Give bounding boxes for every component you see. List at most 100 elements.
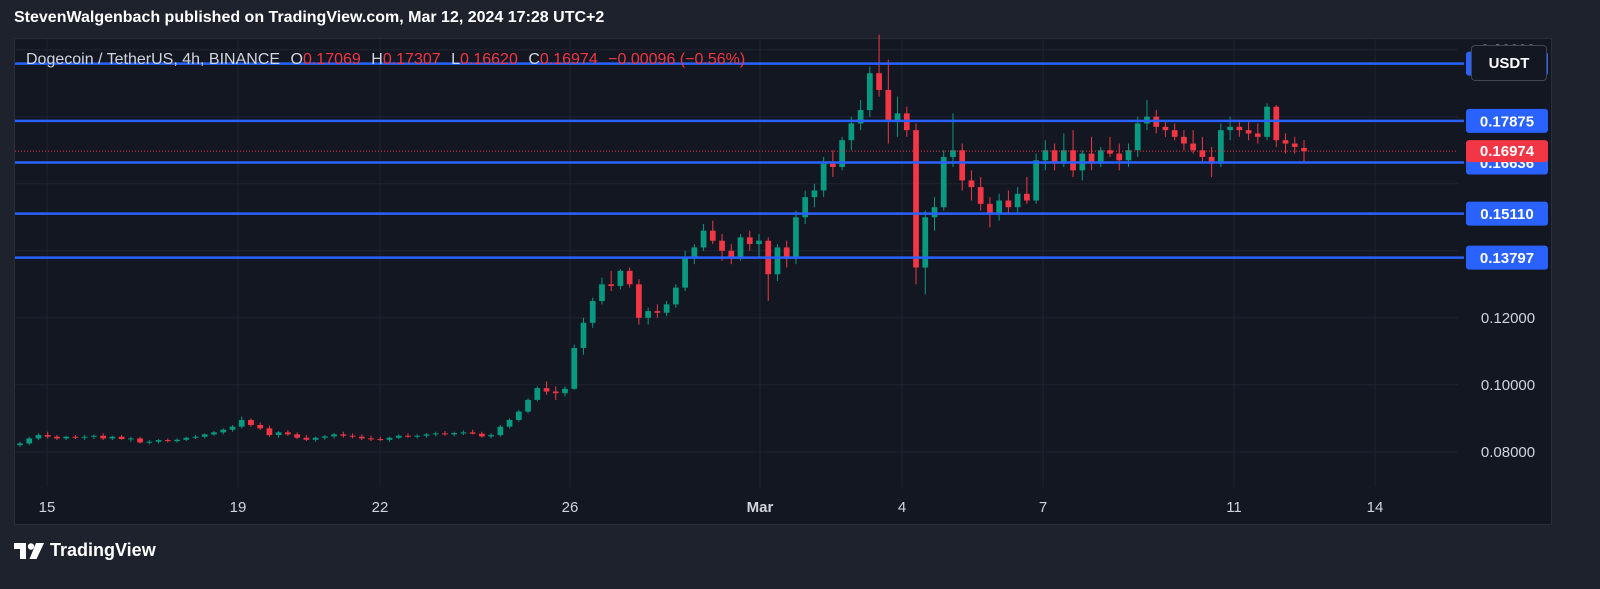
open-label: O <box>290 51 303 68</box>
candle <box>211 431 217 436</box>
candle <box>26 436 33 446</box>
candle <box>349 433 356 439</box>
symbol-title: Dogecoin / TetherUS, 4h, BINANCE <box>26 51 281 68</box>
candle-body <box>377 439 384 441</box>
candle <box>543 381 550 395</box>
candle-body <box>349 435 356 437</box>
candle <box>497 425 504 437</box>
candle <box>599 277 605 305</box>
candle-body <box>552 391 559 394</box>
candle-body <box>479 433 485 437</box>
candle <box>839 136 845 171</box>
candle <box>534 386 541 402</box>
candle <box>81 435 88 441</box>
candle <box>1042 140 1049 171</box>
chart-pane[interactable] <box>14 38 1552 525</box>
candle-body <box>91 435 97 437</box>
candle <box>248 418 254 427</box>
candle-body <box>515 411 522 420</box>
candle-body <box>442 433 448 435</box>
time-tick-label: Mar <box>747 499 774 516</box>
candle-body <box>54 436 60 439</box>
candle <box>414 434 421 439</box>
time-axis: 15 19 22 26 Mar 4 7 11 14 <box>39 499 1384 516</box>
candle-body <box>1116 153 1123 161</box>
candle-body <box>1005 200 1012 208</box>
candle-body <box>977 187 984 204</box>
candle-body <box>645 311 652 318</box>
candle <box>626 267 633 288</box>
low-value: 0.16620 <box>460 51 518 68</box>
candle <box>552 386 559 400</box>
candle-body <box>756 240 762 245</box>
candle-body <box>118 436 125 440</box>
candle-body <box>866 73 873 111</box>
candle-body <box>580 322 587 348</box>
candle <box>1291 136 1298 154</box>
tradingview-brand[interactable]: TradingView <box>14 540 156 561</box>
candle-body <box>321 436 328 438</box>
candle <box>663 301 670 317</box>
candle <box>1070 130 1076 178</box>
horizontal-levels <box>15 62 1464 259</box>
candle-body <box>820 163 827 191</box>
candle-body <box>451 433 458 435</box>
candle <box>1273 105 1280 147</box>
candle-body <box>709 230 716 241</box>
candle <box>451 431 458 437</box>
candle-body <box>164 440 171 442</box>
candle-body <box>746 237 753 245</box>
candle-body <box>987 203 993 214</box>
candle <box>571 344 578 390</box>
currency-button[interactable]: USDT <box>1471 45 1547 81</box>
last-price-badge-text: 0.16974 <box>1480 143 1535 160</box>
candle-body <box>1273 106 1280 141</box>
candle-body <box>174 439 180 442</box>
candle-body <box>931 207 938 218</box>
candle-body <box>1227 126 1233 131</box>
candle-body <box>589 301 596 323</box>
candle-body <box>894 113 901 121</box>
candle <box>358 434 365 441</box>
candle-body <box>811 190 818 198</box>
candle <box>645 307 652 325</box>
candle-body <box>996 200 1003 214</box>
candle-body <box>1070 150 1076 171</box>
candle <box>386 436 393 442</box>
candle <box>709 220 716 245</box>
price-tick-label: 0.10000 <box>1481 377 1535 394</box>
candle <box>793 210 799 265</box>
candle <box>1116 143 1123 171</box>
candle-body <box>340 434 347 436</box>
candle <box>857 99 864 131</box>
candle-body <box>192 436 199 438</box>
candle <box>525 398 531 414</box>
candle <box>1107 136 1113 157</box>
candle-body <box>1042 150 1049 161</box>
candle-body <box>63 436 70 439</box>
candle <box>1254 123 1261 144</box>
candle-body <box>506 419 513 427</box>
candle-body <box>405 435 411 437</box>
high-label: H <box>371 51 383 68</box>
candle <box>488 433 494 439</box>
time-tick-label: 26 <box>562 499 579 516</box>
close-label: C <box>528 51 540 68</box>
candle-body <box>663 304 670 313</box>
candle-body <box>1060 150 1067 164</box>
candle <box>266 425 273 437</box>
candle <box>192 435 199 440</box>
candle-body <box>238 419 245 427</box>
candle <box>17 441 23 447</box>
candle-body <box>100 435 107 439</box>
candle <box>654 304 661 318</box>
candle <box>220 428 227 435</box>
candle-body <box>525 399 531 412</box>
brand-name: TradingView <box>50 540 156 560</box>
candle <box>432 431 439 437</box>
candle <box>72 435 79 440</box>
candle <box>617 269 624 290</box>
candle-body <box>460 432 467 434</box>
level-badge-text: 0.17875 <box>1480 113 1534 130</box>
